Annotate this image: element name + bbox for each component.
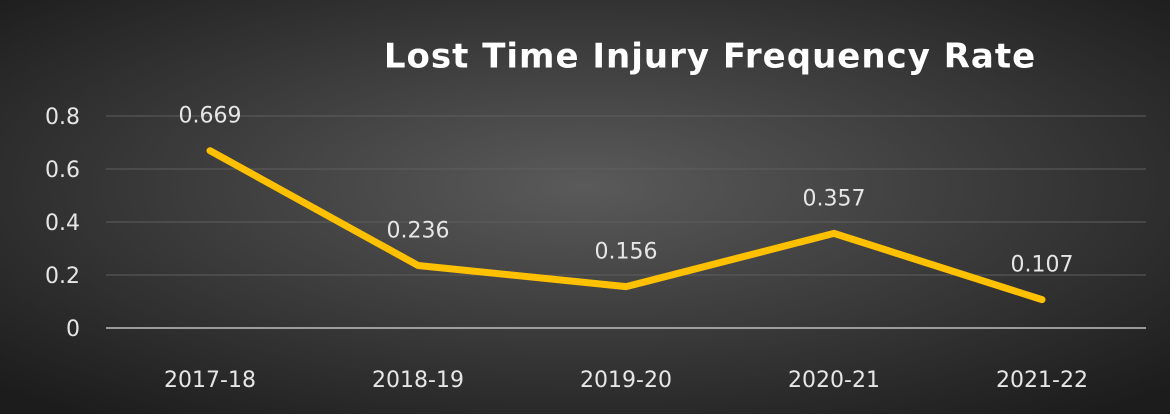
y-tick-label: 0.4 <box>45 211 80 236</box>
data-line <box>206 147 1046 304</box>
data-label: 0.357 <box>803 186 866 211</box>
x-tick-label: 2019-20 <box>580 368 672 393</box>
chart-title: Lost Time Injury Frequency Rate <box>384 37 1036 77</box>
x-tick-label: 2017-18 <box>164 368 256 393</box>
y-tick-label: 0.2 <box>45 264 80 289</box>
y-tick-label: 0 <box>66 317 80 342</box>
data-label: 0.107 <box>1011 253 1074 278</box>
x-tick-label: 2020-21 <box>788 368 880 393</box>
data-label: 0.236 <box>387 218 450 243</box>
x-tick-label: 2018-19 <box>372 368 464 393</box>
y-tick-label: 0.8 <box>45 105 80 130</box>
y-tick-label: 0.6 <box>45 158 80 183</box>
data-label: 0.669 <box>179 104 242 129</box>
data-label: 0.156 <box>595 240 658 265</box>
x-tick-label: 2021-22 <box>996 368 1088 393</box>
